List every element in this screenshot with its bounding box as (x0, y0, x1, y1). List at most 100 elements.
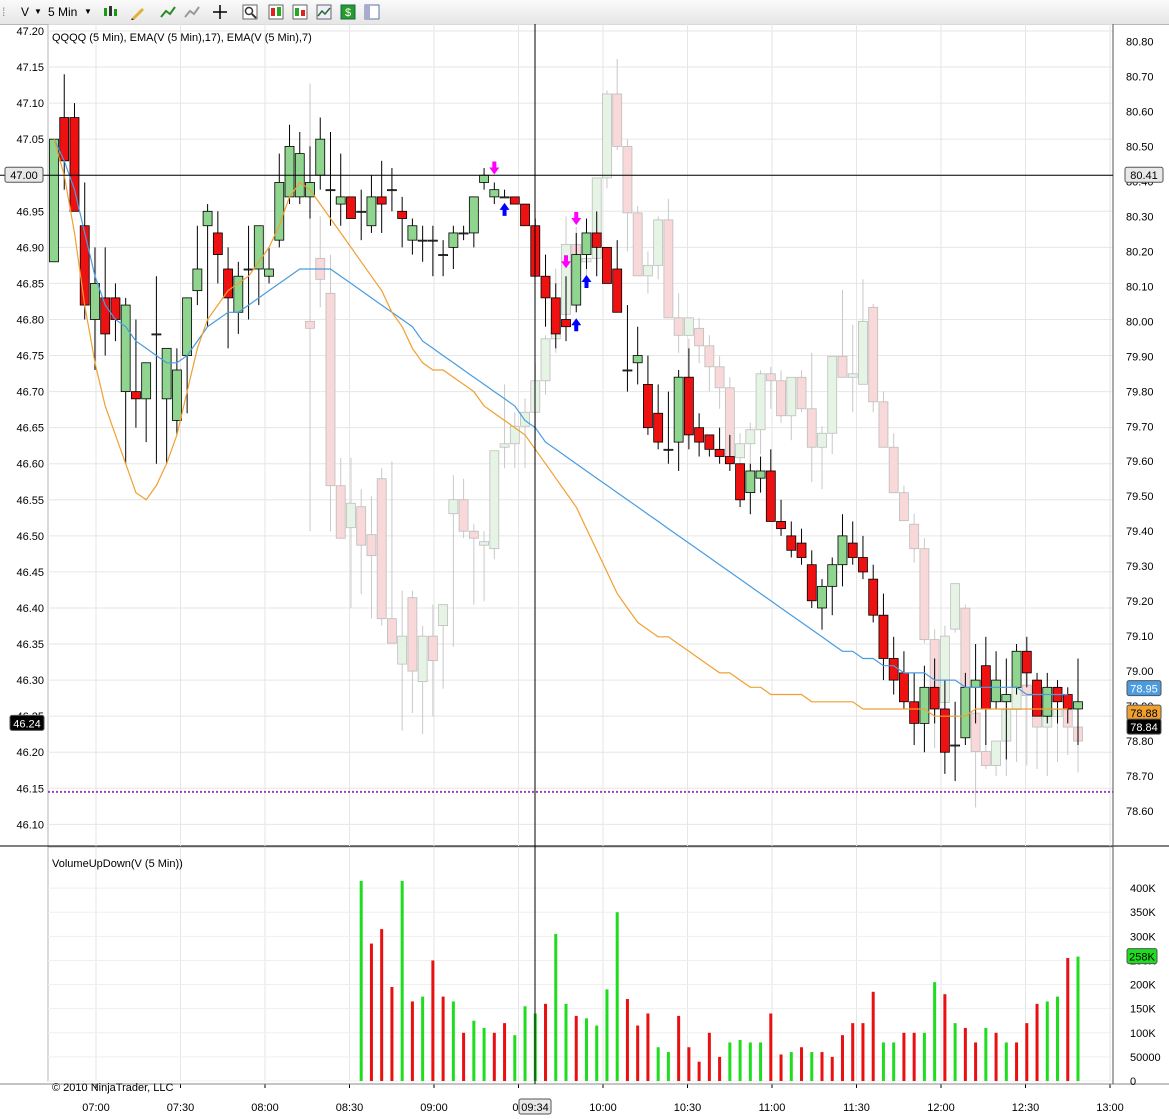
volume-bar (871, 991, 875, 1081)
qqqq-candle (632, 355, 643, 364)
template-icon[interactable] (316, 4, 332, 20)
left-tick-label: 46.10 (16, 819, 44, 831)
indicator-icon[interactable] (160, 4, 176, 20)
x-tick-label: 12:30 (1012, 1102, 1040, 1114)
qqqq-candle (161, 347, 172, 400)
right-tick-label: 80.10 (1126, 281, 1154, 293)
left-tick-label: 46.50 (16, 531, 44, 543)
v-candle (346, 502, 356, 529)
right-tick-label: 78.80 (1126, 736, 1154, 748)
crosshair-right-price-bg (1124, 166, 1164, 183)
v-candle (448, 499, 459, 515)
right-tick-label: 79.20 (1126, 596, 1154, 608)
volume-bar (881, 1042, 885, 1081)
copyright-text: © 2010 NinjaTrader, LLC (52, 1082, 173, 1094)
volume-bar (451, 1001, 455, 1081)
ema17-price-marker: 78.95 (1130, 684, 1158, 696)
bar-type-icon[interactable] (102, 4, 118, 20)
strategy-icon[interactable] (184, 4, 200, 20)
volume-bar (380, 929, 384, 1081)
x-tick-label: 11:30 (843, 1102, 870, 1114)
qqqq-candle (939, 708, 950, 753)
crosshair-icon[interactable] (212, 4, 228, 20)
qqqq-candle (1062, 694, 1073, 710)
volume-bar (789, 1052, 793, 1081)
sell-arrow-icon (571, 211, 582, 225)
qqqq-candle (315, 138, 326, 176)
qqqq-candle (346, 196, 356, 219)
v-candle (909, 523, 920, 550)
v-candle (520, 411, 530, 427)
qqqq-candle (387, 189, 397, 192)
qqqq-candle (1021, 650, 1032, 674)
svg-text:$: $ (345, 7, 351, 19)
volume-bar (912, 1032, 916, 1081)
volume-bar (922, 1032, 926, 1081)
qqqq-candle (325, 189, 336, 192)
volume-bar (492, 1032, 496, 1081)
qqqq-candle (847, 542, 858, 558)
v-candle (796, 376, 807, 410)
x-tick-label: 12:00 (927, 1102, 955, 1114)
x-tick-label: 13:00 (1096, 1102, 1124, 1114)
qqqq-candle (448, 232, 459, 248)
volume-tick-label: 300K (1130, 931, 1156, 943)
volume-bar (1066, 958, 1070, 1081)
left-tick-label: 47.15 (16, 62, 44, 74)
qqqq-candle (888, 658, 899, 681)
qqqq-candle (284, 145, 295, 198)
qqqq-candle (591, 232, 602, 248)
data-box-icon[interactable] (268, 4, 284, 20)
qqqq-candle (991, 679, 1001, 703)
qqqq-candle (509, 196, 520, 205)
qqqq-candle (264, 268, 274, 277)
left-tick-label: 47.20 (16, 26, 44, 38)
qqqq-candle (765, 470, 776, 522)
ema-lines (48, 138, 1113, 793)
volume-tick-label: 200K (1130, 980, 1156, 992)
qqqq-candle (919, 686, 930, 724)
volume-tick-label: 0 (1130, 1076, 1136, 1088)
volume-bar (943, 994, 947, 1081)
v-candle (991, 740, 1001, 766)
left-tick-label: 46.55 (16, 495, 44, 507)
right-tick-label: 80.60 (1126, 106, 1154, 118)
chevron-down-icon[interactable]: ▼ (34, 7, 42, 16)
qqqq-candle (561, 319, 571, 328)
v-candle (847, 373, 858, 378)
right-tick-label: 79.80 (1126, 386, 1154, 398)
money-icon[interactable]: $ (340, 4, 356, 20)
chart-canvas[interactable]: 47.20 47.15 47.10 47.05 47.00 46.95 46.90 46.85… (0, 24, 1169, 1119)
qqqq-candle (909, 701, 920, 724)
interval-selector[interactable]: 5 Min (48, 5, 78, 19)
volume-bar (554, 933, 558, 1081)
volume-tick-label: 400K (1130, 883, 1156, 895)
left-tick-label: 46.75 (16, 351, 44, 363)
instrument-selector[interactable]: V (21, 5, 30, 19)
v-candle (335, 485, 346, 539)
v-candle (714, 366, 725, 389)
qqqq-candle (438, 254, 449, 256)
v-candle (407, 597, 418, 672)
v-candle (468, 530, 479, 539)
volume-bar (400, 880, 404, 1081)
v-candle (397, 635, 408, 665)
zoom-icon[interactable] (242, 4, 258, 20)
volume-bar (503, 1023, 507, 1081)
qqqq-candle (1073, 701, 1083, 710)
chevron-down-icon[interactable]: ▼ (84, 7, 92, 16)
qqqq-candle (858, 557, 868, 573)
qqqq-candle (929, 686, 940, 710)
v-candle (950, 583, 961, 630)
volume-bar (779, 1054, 783, 1081)
window-icon[interactable] (364, 4, 380, 20)
qqqq-candle (356, 210, 367, 213)
qqqq-candle (202, 210, 213, 227)
v-candle (427, 635, 438, 662)
draw-tool-icon[interactable] (130, 4, 146, 20)
qqqq-candle (407, 225, 418, 241)
crosshair-time-bg (518, 1098, 552, 1115)
chart-properties-icon[interactable] (292, 4, 308, 20)
qqqq-candle (520, 203, 530, 227)
volume-bar (513, 1035, 517, 1081)
